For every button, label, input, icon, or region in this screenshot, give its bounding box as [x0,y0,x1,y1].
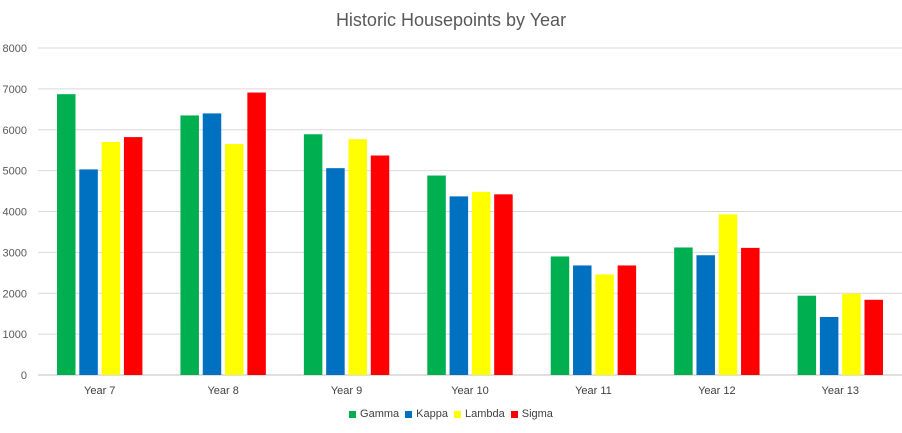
legend-swatch [453,410,461,418]
bar-sigma [123,137,143,375]
legend-swatch [510,410,518,418]
x-axis-tick-labels: Year 7 Year 8 Year 9 Year 10 Year 11 Year 12 Y… [84,385,859,397]
x-tick-label: Year 10 [451,385,489,397]
legend-label: Sigma [521,408,553,420]
bar-kappa [819,316,839,375]
bar-gamma [550,256,570,375]
bar-lambda [842,293,861,375]
gridlines [38,47,902,376]
legend-label: Kappa [416,408,448,420]
y-tick-label: 5000 [3,166,27,178]
x-tick-label: Year 13 [822,385,860,397]
bar-gamma [180,115,199,375]
x-tick-label: Year 8 [207,385,238,397]
legend-swatch [349,410,357,418]
bar-lambda [718,214,738,375]
bar-gamma [427,175,446,375]
legend-item-sigma: Sigma [510,408,553,420]
legend-label: Lambda [464,408,505,420]
bar-sigma [617,265,637,375]
bar-lambda [471,191,491,375]
bar-lambda [595,274,614,375]
bar-kappa [202,113,222,376]
bar-kappa [326,168,345,375]
y-tick-label: 3000 [3,247,27,259]
bar-sigma [494,194,513,375]
bar-gamma [57,94,76,375]
bar-sigma [741,247,760,375]
bars [57,92,883,376]
bar-kappa [449,196,469,375]
bar-lambda [348,139,367,375]
legend-item-lambda: Lambda [453,408,505,420]
bar-lambda [101,142,121,375]
bar-kappa [79,169,98,375]
x-tick-label: Year 12 [698,385,736,397]
y-tick-label: 4000 [3,207,27,219]
legend-swatch [405,410,413,418]
legend-label: Gamma [360,408,400,420]
bar-lambda [225,144,244,375]
y-tick-label: 0 [21,370,27,382]
y-tick-label: 6000 [3,125,27,137]
legend-item-gamma: Gamma [349,408,399,420]
y-tick-label: 1000 [3,329,27,341]
chart-title: Historic Housepoints by Year [335,10,567,30]
x-tick-label: Year 9 [331,385,362,397]
y-axis-tick-labels: 0 1000 2000 3000 4000 5000 6000 7000 8000 [3,43,27,382]
bar-sigma [247,92,266,376]
bar-gamma [674,247,693,375]
bar-kappa [573,265,592,375]
x-tick-label: Year 7 [84,385,115,397]
y-tick-label: 2000 [3,288,27,300]
legend-item-kappa: Kappa [405,408,448,420]
bar-gamma [303,134,323,375]
bar-gamma [797,295,817,375]
y-tick-label: 7000 [3,84,27,96]
y-tick-label: 8000 [3,43,27,55]
legend: Gamma Kappa Lambda Sigma [0,408,902,421]
bar-kappa [696,255,715,375]
x-tick-label: Year 11 [575,385,612,397]
bar-sigma [370,155,390,375]
bar-sigma [864,299,883,375]
